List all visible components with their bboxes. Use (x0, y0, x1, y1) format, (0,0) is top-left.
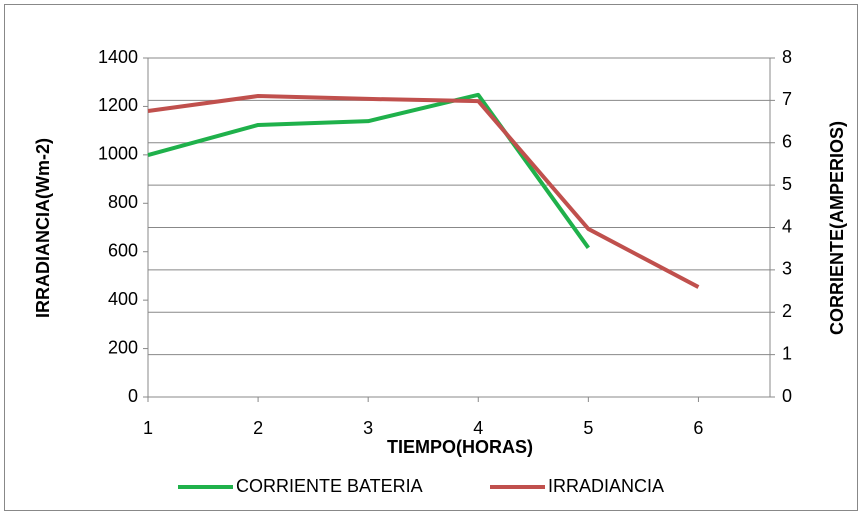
y2-tick-label: 0 (782, 386, 792, 406)
series-line (147, 94, 700, 289)
y2-tick-label: 1 (782, 343, 792, 363)
y2-axis-title: CORRIENTE(AMPERIOS) (827, 121, 847, 335)
y-tick-label: 400 (108, 289, 138, 309)
legend-label: CORRIENTE BATERIA (236, 476, 423, 496)
y-tick-label: 1000 (98, 144, 138, 164)
y2-tick-label: 4 (782, 216, 792, 236)
x-tick-label: 4 (473, 418, 483, 438)
y-tick-label: 600 (108, 240, 138, 260)
y-tick-label: 200 (108, 337, 138, 357)
y2-tick-label: 2 (782, 301, 792, 321)
y-tick-label: 0 (128, 386, 138, 406)
x-tick-label: 6 (693, 418, 703, 438)
y-axis-title: IRRADIANCIA(Wm-2) (33, 138, 53, 318)
y2-tick-label: 7 (782, 89, 792, 109)
legend-label: IRRADIANCIA (548, 476, 664, 496)
y2-tick-label: 8 (782, 47, 792, 67)
chart-border (4, 4, 858, 511)
y2-tick-label: 3 (782, 259, 792, 279)
y-tick-label: 1400 (98, 47, 138, 67)
x-tick-label: 1 (143, 418, 153, 438)
x-axis-title: TIEMPO(HORAS) (387, 437, 533, 457)
x-tick-label: 3 (363, 418, 373, 438)
y2-tick-label: 6 (782, 132, 792, 152)
y-tick-label: 800 (108, 192, 138, 212)
x-tick-label: 2 (253, 418, 263, 438)
y-tick-label: 1200 (98, 95, 138, 115)
x-tick-label: 5 (583, 418, 593, 438)
y2-tick-label: 5 (782, 174, 792, 194)
